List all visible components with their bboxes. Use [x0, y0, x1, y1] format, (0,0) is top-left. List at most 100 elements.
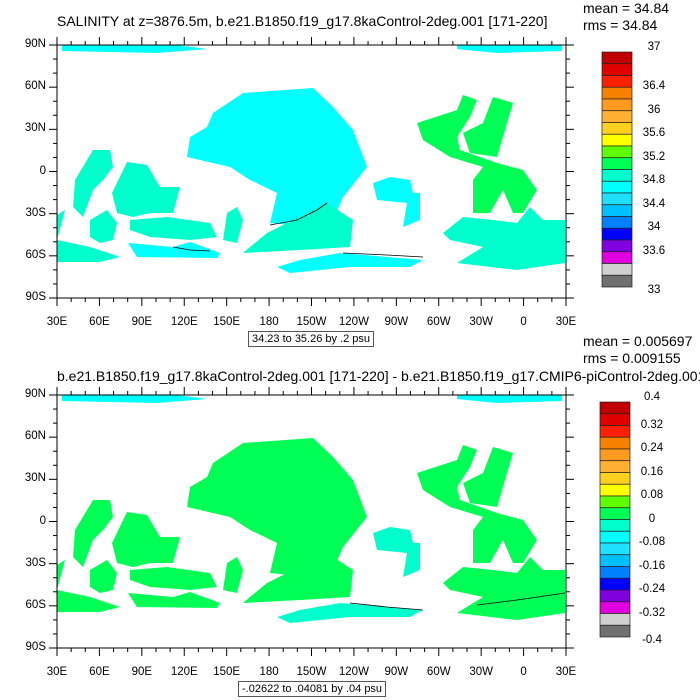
lon-label: 60W [426, 316, 451, 328]
colorbar-box [601, 192, 633, 206]
colorbar-label: 0.16 [640, 465, 664, 478]
colorbar-box [599, 436, 631, 450]
colorbar-box [599, 507, 631, 520]
colorbar-label: 0.4 [644, 391, 660, 403]
lon-label: 60W [426, 666, 451, 678]
colorbar-box [599, 589, 631, 603]
colorbar-label: 37 [647, 41, 661, 53]
colorbar-label: -0.16 [638, 559, 666, 572]
ocean-region [443, 557, 565, 620]
ocean-region [187, 438, 367, 575]
lon-label: 60E [89, 666, 110, 678]
colorbar-box [601, 63, 633, 76]
colorbar-box [601, 169, 633, 182]
ocean-region [90, 560, 117, 593]
colorbar-box [599, 472, 631, 485]
contour-line [476, 592, 566, 606]
ocean-region [128, 242, 220, 258]
colorbar-box [601, 263, 633, 276]
lon-label: 120E [170, 316, 198, 328]
colorbar-box [601, 110, 633, 123]
ocean-region [223, 207, 243, 243]
ocean-region [457, 395, 562, 403]
lon-label: 120W [338, 316, 369, 328]
colorbar-label: -0.08 [638, 536, 666, 548]
contour-line [269, 202, 328, 226]
lat-label: 30N [24, 122, 46, 135]
colorbar-box [601, 204, 633, 217]
rms-label: rms = 0.009155 [583, 350, 681, 366]
colorbar-label: 34 [647, 221, 661, 234]
colorbar-box [601, 86, 633, 100]
lon-label: 150E [213, 666, 241, 678]
lon-label: 150W [296, 316, 327, 328]
colorbar-box [599, 530, 631, 544]
lon-label: 30W [469, 666, 493, 678]
map-plot [49, 387, 574, 656]
lat-label: 30S [25, 206, 46, 219]
colorbar-label: -0.32 [638, 606, 666, 619]
colorbar [601, 51, 633, 288]
ocean-region [128, 592, 220, 608]
ocean-region [463, 447, 513, 507]
lat-label: 60N [24, 80, 46, 93]
ocean-region [277, 603, 423, 623]
colorbar-box [601, 98, 633, 112]
mean-label: mean = 0.005697 [583, 333, 693, 349]
lon-label: 30E [555, 316, 577, 328]
ocean-region [130, 217, 217, 240]
lat-label: 30N [24, 472, 46, 485]
ocean-region [243, 553, 353, 603]
ocean-region [73, 150, 113, 217]
contour-line [349, 602, 424, 611]
ocean-region [373, 177, 420, 227]
ocean-region [243, 203, 353, 253]
lon-label: 150E [213, 316, 241, 328]
colorbar-label: 0 [648, 512, 656, 525]
colorbar-box [601, 274, 633, 288]
colorbar-box [599, 624, 631, 638]
colorbar-box [601, 239, 633, 253]
lat-label: 0 [39, 164, 46, 177]
colorbar-box [599, 413, 631, 426]
mean-label: mean = 34.84 [583, 0, 670, 16]
colorbar-label: 36.4 [642, 80, 666, 93]
colorbar-box [599, 554, 631, 567]
colorbar-box [599, 577, 631, 591]
colorbar-box [599, 613, 631, 626]
lat-label: 90N [24, 38, 46, 50]
lon-label: 60E [89, 316, 110, 328]
lon-label: 90W [384, 666, 409, 678]
ocean-region [463, 97, 513, 157]
lon-label: 90W [384, 316, 409, 328]
colorbar-box [601, 251, 633, 264]
ocean-region [90, 210, 117, 243]
colorbar-label: 0.32 [640, 418, 664, 431]
lon-label: 180 [259, 316, 279, 328]
lon-label: 150W [296, 666, 327, 678]
colorbar-label: -0.4 [642, 634, 662, 646]
rms-label: rms = 34.84 [583, 17, 658, 33]
colorbar-box [599, 460, 631, 473]
colorbar-box [601, 75, 633, 88]
ocean-region [62, 395, 207, 403]
ocean-region [57, 210, 120, 262]
colorbar-label: 33 [647, 284, 661, 296]
lon-label: 90E [131, 666, 153, 678]
lon-label: 120E [170, 666, 198, 678]
lon-label: 90E [131, 316, 153, 328]
colorbar [599, 401, 631, 638]
ocean-region [417, 445, 537, 563]
ocean-region [373, 527, 420, 577]
ocean-region [417, 95, 537, 213]
panel-title: SALINITY at z=3876.5m, b.e21.B1850.f19_g… [57, 13, 548, 29]
colorbar-label: 35.2 [642, 150, 666, 163]
colorbar-box [601, 180, 633, 194]
colorbar-box [599, 425, 631, 438]
colorbar-box [599, 519, 631, 532]
ocean-region [277, 253, 423, 273]
colorbar-label: -0.24 [638, 583, 666, 595]
lat-label: 60S [25, 248, 46, 261]
ocean-region [457, 45, 562, 53]
